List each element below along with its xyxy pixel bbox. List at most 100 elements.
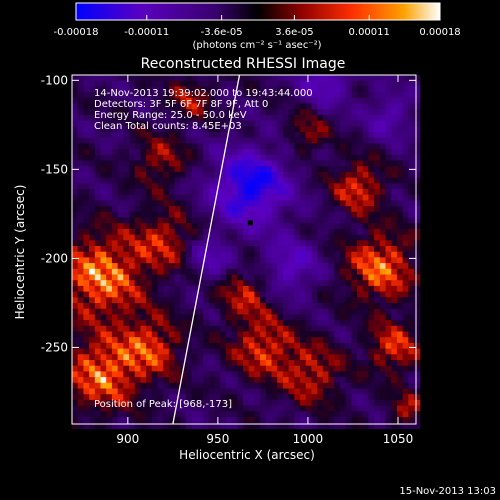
heatmap-cell [186, 388, 193, 395]
heatmap-cell [117, 371, 124, 378]
heatmap-cell [134, 149, 141, 156]
heatmap-cell [328, 297, 335, 304]
heatmap-cell [191, 371, 198, 378]
heatmap-cell [311, 325, 318, 333]
heatmap-cell [208, 154, 216, 162]
heatmap-cell [180, 132, 187, 139]
heatmap-cell [345, 149, 352, 156]
heatmap-cell [203, 240, 210, 247]
heatmap-cell [157, 194, 164, 201]
heatmap-cell [379, 342, 387, 350]
heatmap-cell [351, 342, 358, 350]
heatmap-cell [288, 360, 295, 367]
heatmap-cell [168, 206, 176, 213]
heatmap-cell [180, 377, 187, 384]
heatmap-cell [197, 399, 204, 407]
heatmap-cell [294, 114, 301, 122]
heatmap-cell [94, 109, 102, 116]
heatmap-cell [134, 388, 141, 395]
heatmap-cell [100, 371, 107, 378]
heatmap-cell [317, 405, 324, 412]
heatmap-cell [396, 297, 404, 304]
heatmap-cell [254, 274, 261, 281]
heatmap-cell [157, 211, 164, 219]
heatmap-cell [396, 285, 404, 293]
heatmap-cell [311, 177, 318, 184]
heatmap-cell [362, 417, 369, 424]
heatmap-cell [151, 80, 159, 87]
heatmap-cell [294, 251, 301, 258]
heatmap-cell [248, 154, 255, 162]
heatmap-cell [168, 303, 176, 310]
heatmap-cell [163, 354, 170, 361]
heatmap-cell [157, 143, 164, 150]
heatmap-cell [288, 417, 295, 424]
heatmap-cell [134, 80, 141, 87]
heatmap-cell [94, 320, 102, 327]
heatmap-cell [140, 320, 147, 327]
heatmap-cell [334, 149, 341, 156]
heatmap-cell [89, 342, 96, 350]
heatmap-cell [174, 160, 181, 167]
heatmap-cell [94, 314, 102, 321]
heatmap-cell [248, 228, 255, 236]
heatmap-cell [328, 251, 335, 258]
heatmap-cell [140, 75, 147, 82]
heatmap-cell [100, 382, 107, 390]
heatmap-cell [163, 274, 170, 281]
heatmap-cell [100, 348, 107, 355]
heatmap-cell [311, 291, 318, 298]
heatmap-cell [254, 211, 261, 219]
heatmap-cell [357, 342, 364, 350]
heatmap-cell [294, 354, 301, 361]
heatmap-cell [157, 360, 164, 367]
heatmap-cell [408, 274, 415, 281]
heatmap-cell [237, 263, 244, 270]
heatmap-cell [214, 200, 221, 207]
heatmap-cell [391, 320, 398, 327]
heatmap-cell [402, 80, 409, 87]
heatmap-cell [396, 217, 404, 224]
heatmap-cell [402, 388, 409, 395]
heatmap-cell [89, 291, 96, 298]
heatmap-cell [368, 75, 375, 82]
heatmap-cell [317, 325, 324, 333]
heatmap-cell [140, 360, 147, 367]
heatmap-cell [203, 291, 210, 298]
heatmap-cell [288, 97, 295, 105]
heatmap-cell [214, 97, 221, 105]
heatmap-cell [277, 92, 284, 99]
heatmap-cell [271, 149, 278, 156]
heatmap-cell [317, 417, 324, 424]
heatmap-cell [288, 120, 295, 127]
heatmap-cell [374, 149, 381, 156]
heatmap-cell [260, 75, 267, 82]
heatmap-cell [374, 377, 381, 384]
heatmap-cell [368, 297, 375, 304]
heatmap-cell [339, 268, 347, 276]
heatmap-cell [345, 75, 352, 82]
heatmap-cell [231, 149, 238, 156]
heatmap-cell [134, 405, 141, 412]
heatmap-cell [311, 223, 318, 230]
heatmap-cell [396, 354, 404, 361]
heatmap-cell [334, 331, 341, 338]
heatmap-cell [72, 189, 79, 196]
heatmap-cell [168, 183, 176, 190]
heatmap-cell [197, 211, 204, 219]
heatmap-cell [111, 143, 119, 150]
heatmap-cell [322, 354, 330, 361]
heatmap-cell [106, 160, 113, 167]
heatmap-cell [168, 382, 176, 390]
heatmap-cell [129, 240, 136, 247]
heatmap-cell [117, 154, 124, 162]
heatmap-cell [385, 132, 392, 139]
heatmap-cell [100, 217, 107, 224]
heatmap-cell [271, 137, 278, 144]
heatmap-cell [243, 291, 250, 298]
heatmap-cell [322, 308, 330, 315]
heatmap-cell [208, 257, 216, 264]
heatmap-cell [317, 160, 324, 167]
heatmap-cell [129, 354, 136, 361]
heatmap-cell [368, 382, 375, 390]
